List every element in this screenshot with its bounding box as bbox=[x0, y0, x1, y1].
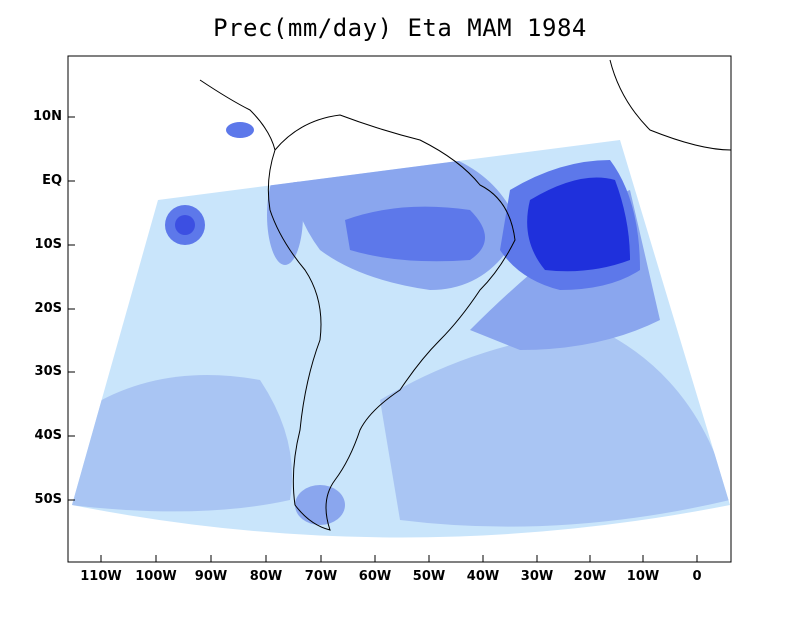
africa-west-coast bbox=[609, 59, 732, 151]
precip-panama-cell bbox=[226, 122, 254, 138]
south-america-outline bbox=[267, 114, 516, 531]
lon-label-40w: 40W bbox=[466, 569, 500, 584]
precip-pacific-cell-core bbox=[175, 215, 195, 235]
lon-label-60w: 60W bbox=[358, 569, 392, 584]
lat-ticks bbox=[68, 116, 75, 501]
precip-ocean-south bbox=[72, 375, 292, 512]
lon-label-100w: 100W bbox=[135, 569, 177, 584]
precip-ocean-east bbox=[380, 330, 730, 527]
precip-patagonia bbox=[295, 485, 345, 525]
precip-field bbox=[72, 140, 730, 538]
lat-label-20s: 20S bbox=[34, 301, 62, 316]
lat-label-10s: 10S bbox=[34, 237, 62, 252]
lon-ticks bbox=[100, 555, 698, 562]
central-america bbox=[199, 79, 276, 151]
lon-label-10w: 10W bbox=[626, 569, 660, 584]
lat-label-30s: 30S bbox=[34, 364, 62, 379]
lon-label-110w: 110W bbox=[80, 569, 122, 584]
lat-label-10n: 10N bbox=[33, 109, 62, 124]
precip-itcz-core bbox=[527, 177, 630, 272]
lon-label-30w: 30W bbox=[520, 569, 554, 584]
lon-label-0: 0 bbox=[692, 569, 702, 584]
precip-andes-west bbox=[267, 165, 303, 265]
lon-label-50w: 50W bbox=[412, 569, 446, 584]
coastlines bbox=[199, 59, 732, 531]
precip-central-brazil bbox=[345, 206, 485, 262]
lat-label-40s: 40S bbox=[34, 428, 62, 443]
lon-label-90w: 90W bbox=[194, 569, 228, 584]
lon-label-80w: 80W bbox=[249, 569, 283, 584]
lat-label-50s: 50S bbox=[34, 492, 62, 507]
lon-label-20w: 20W bbox=[573, 569, 607, 584]
lat-label-eq: EQ bbox=[42, 173, 62, 188]
map-title: Prec(mm/day) Eta MAM 1984 bbox=[213, 14, 587, 42]
lon-label-70w: 70W bbox=[304, 569, 338, 584]
